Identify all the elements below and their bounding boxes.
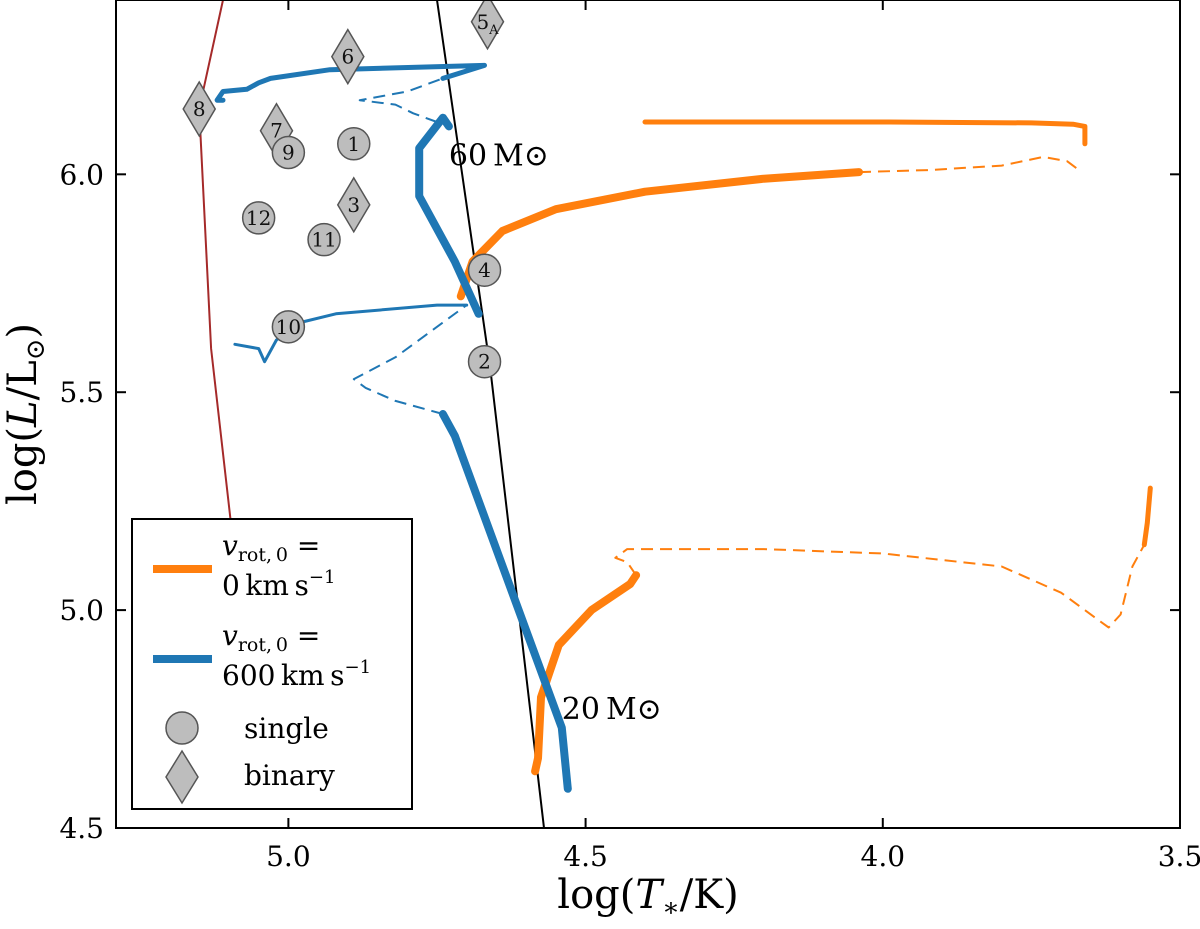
star-marker-circle: 9 [271,135,306,170]
legend-entry-label: single [244,712,329,745]
circle-marker-icon [271,135,306,170]
track-segment-solid [415,113,483,318]
mass-label: 20 M⊙ [562,692,662,727]
x-tick-label: 4.0 [861,840,906,873]
svg-text:log(L/L⊙): log(L/L⊙) [0,323,51,505]
y-tick-label: 5.5 [59,376,104,409]
mass-labels: 60 M⊙ 20 M⊙ [449,139,662,727]
star-label: 2 [478,350,491,374]
track-segment-dashed [858,155,1080,174]
x-axis-label: log(T∗/K) [557,872,738,923]
diamond-marker-icon [182,80,217,138]
star-marker-circle: 10 [271,310,306,344]
track-segment-dashed [352,304,468,415]
star-label: 3 [347,193,360,217]
series-2 [214,62,487,318]
star-label: 10 [276,315,301,339]
star-label: 8 [193,97,206,121]
legend-diamond-icon [165,749,199,805]
star-label: 12 [246,206,271,230]
circle-marker-icon [241,201,276,235]
track-segment-solid [642,119,1088,147]
legend-velocity-label: 0 km s−1 [222,567,335,602]
star-marker-diamond: 8 [182,80,217,138]
track-segment-solid [214,62,487,103]
axis-ticks: 5.0 4.5 4.0 3.5 4.5 5.0 5.5 6.0 [59,0,1200,873]
star-marker-circle: 4 [467,253,502,287]
legend-entry-label: binary [244,759,335,792]
star-label: 1 [347,132,360,156]
y-tick-label: 5.0 [59,594,104,627]
diamond-marker-icon [330,28,365,86]
star-marker-diamond: 6 [330,28,365,86]
circle-marker-icon [271,310,306,344]
y-axis-label: log(L/L⊙) [0,323,51,505]
diamond-marker-icon [470,0,505,51]
star-marker-diamond: 3 [336,176,371,234]
series-0 [456,119,1088,301]
plot-frame [115,0,1181,829]
circle-marker-icon [467,344,502,379]
legend-vrot-label: vrot, 0 = [222,529,320,566]
star-marker-circle: 1 [337,127,371,161]
x-tick-label: 5.0 [266,840,311,873]
reference-line-zams [436,0,545,828]
series-1 [531,485,1153,776]
svg-text:log(T∗/K): log(T∗/K) [557,872,738,923]
track-segment-solid [531,571,641,776]
star-marker-diamond: 5A [470,0,505,51]
legend-vrot-label: vrot, 0 = [222,619,320,656]
legend-circle-icon [165,711,199,745]
track-segment-dashed [358,77,444,123]
star-marker-circle: 12 [241,201,276,235]
circle-marker-icon [307,222,341,257]
diamond-marker-icon [336,176,371,234]
star-label: 9 [282,141,295,165]
track-segment-dashed [614,544,1146,629]
x-tick-label: 3.5 [1158,840,1200,873]
star-label: 5A [476,10,499,38]
track-segment-solid [233,303,469,364]
mass-label: 60 M⊙ [449,139,549,174]
star-label: 7 [270,119,283,143]
track-segment-solid [1141,485,1153,548]
y-tick-label: 4.5 [59,812,104,845]
star-label: 4 [478,258,491,282]
x-tick-label: 4.5 [563,840,608,873]
legend-velocity-label: 600 km s−1 [222,657,371,692]
track-segment-solid [438,410,572,793]
star-label: 6 [341,45,354,69]
star-marker-circle: 11 [307,222,341,257]
track-segment-solid [456,168,863,301]
circle-marker-icon [467,253,502,287]
star-marker-circle: 2 [467,344,502,379]
circle-marker-icon [337,127,371,161]
star-label: 11 [311,228,336,252]
y-tick-label: 6.0 [59,158,104,191]
